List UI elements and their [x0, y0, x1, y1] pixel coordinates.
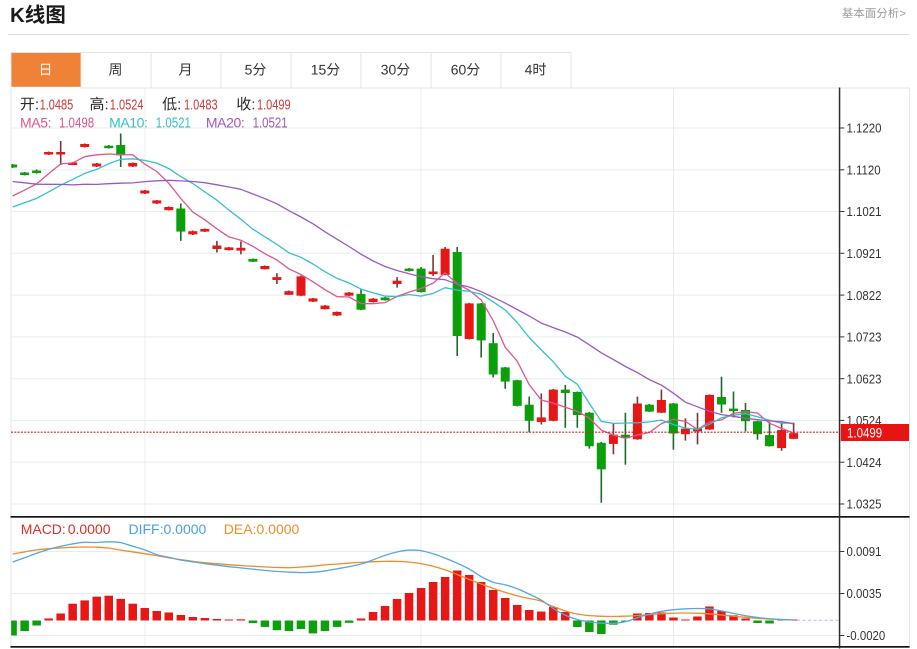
- svg-text:0.0035: 0.0035: [847, 586, 882, 601]
- svg-text:1.0499: 1.0499: [257, 96, 291, 113]
- svg-text:1.0483: 1.0483: [184, 96, 218, 113]
- svg-text:1.0325: 1.0325: [847, 497, 882, 512]
- svg-text:MA5:: MA5:: [20, 115, 51, 131]
- svg-text:-0.0020: -0.0020: [847, 628, 886, 643]
- svg-text:MACD:0.0000: MACD: 0.0000: [21, 521, 111, 537]
- svg-text:MA20:: MA20:: [206, 115, 244, 131]
- svg-text:1.0524: 1.0524: [110, 96, 144, 113]
- svg-text:DIFF:0.0000: DIFF:0.0000: [129, 521, 207, 537]
- svg-text:1.0822: 1.0822: [847, 288, 882, 303]
- svg-text:1.1021: 1.1021: [847, 204, 882, 219]
- svg-text:1.0499: 1.0499: [847, 424, 882, 440]
- svg-text:MA10:: MA10:: [109, 115, 147, 131]
- svg-text:1.0521: 1.0521: [156, 114, 191, 131]
- svg-text:1.0424: 1.0424: [847, 455, 882, 470]
- svg-text:0.0091: 0.0091: [847, 544, 882, 559]
- svg-text:1.0521: 1.0521: [253, 114, 288, 131]
- svg-text:1.0498: 1.0498: [59, 114, 94, 131]
- svg-text:1.1120: 1.1120: [847, 163, 881, 178]
- svg-text:1.0623: 1.0623: [847, 372, 882, 387]
- svg-text:1.0723: 1.0723: [847, 330, 882, 345]
- svg-text:1.0485: 1.0485: [40, 96, 74, 113]
- svg-text:1.1220: 1.1220: [847, 121, 882, 136]
- svg-text:DEA:0.0000: DEA:0.0000: [224, 521, 300, 537]
- svg-text:1.0921: 1.0921: [847, 246, 882, 261]
